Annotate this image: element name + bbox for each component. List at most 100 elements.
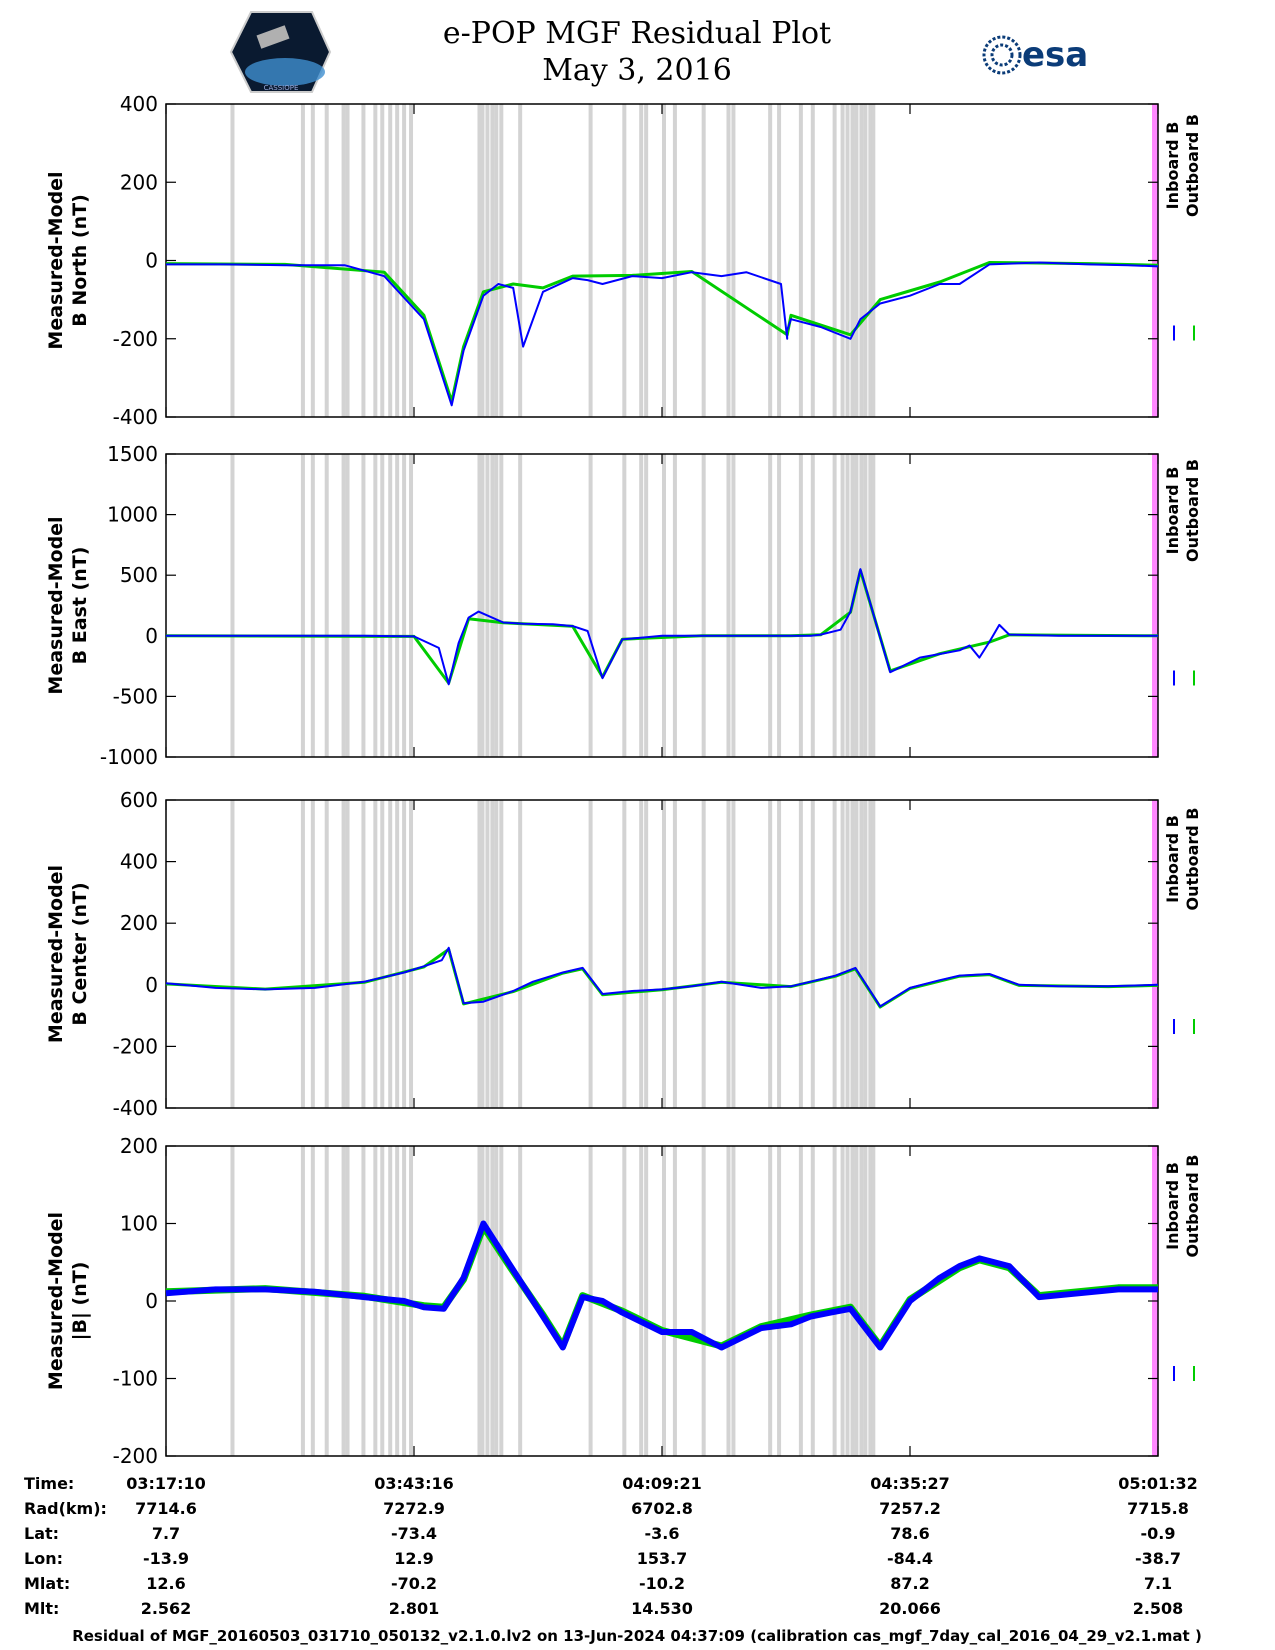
y-tick-label: 600 (120, 788, 158, 812)
cassiope-logo: CASSIOPE (229, 11, 332, 93)
data-gap-band (409, 454, 414, 757)
data-gap-band (409, 104, 414, 417)
data-gap-band (622, 104, 627, 417)
data-gap-band (859, 800, 864, 1108)
data-gap-band (324, 1146, 329, 1456)
data-gap-band (477, 1146, 482, 1456)
data-gap-band (494, 454, 499, 757)
legend-inboard-label: Inboard B (1163, 467, 1182, 555)
data-gap-band (832, 1146, 837, 1456)
data-gap-band (324, 800, 329, 1108)
data-gap-band (854, 800, 859, 1108)
data-gap-band (777, 454, 782, 757)
data-gap-band (644, 1146, 649, 1456)
data-gap-band (850, 104, 855, 417)
data-gap-band (480, 454, 485, 757)
y-tick-label: -400 (113, 405, 158, 429)
table-cell: 6702.8 (631, 1499, 693, 1518)
data-gap-band (341, 104, 346, 417)
data-gap-band (230, 800, 235, 1108)
data-gap-band (485, 454, 490, 757)
data-gap-band (499, 800, 504, 1108)
data-gap-band (731, 1146, 736, 1456)
data-gap-band (731, 104, 736, 417)
data-gap-band (863, 454, 868, 757)
data-gap-band (854, 104, 859, 417)
data-gap-band (845, 454, 850, 757)
data-gap-band (499, 454, 504, 757)
data-gap-band (477, 454, 482, 757)
table-cell: 03:43:16 (374, 1474, 454, 1493)
title-line-2: May 3, 2016 (542, 53, 732, 88)
data-gap-band (480, 1146, 485, 1456)
data-gap-band (622, 800, 627, 1108)
edge-band (1152, 800, 1158, 1108)
data-gap-band (588, 104, 593, 417)
data-gap-band (361, 800, 366, 1108)
table-cell: 03:17:10 (126, 1474, 206, 1493)
table-cell: -3.6 (645, 1524, 680, 1543)
data-gap-band (662, 454, 666, 757)
data-gap-band (863, 1146, 868, 1456)
series-inboard-line (166, 261, 1159, 407)
data-gap-band (494, 1146, 499, 1456)
data-gap-band (810, 1146, 815, 1456)
table-row-label: Rad(km): (24, 1499, 107, 1518)
data-gap-band (341, 800, 346, 1108)
table-row-label: Time: (24, 1474, 74, 1493)
data-gap-band (388, 454, 393, 757)
data-gap-band (345, 800, 350, 1108)
data-gap-band (701, 104, 706, 417)
data-gap-band (859, 104, 864, 417)
y-axis-label: Measured-Model B East (nT) (45, 516, 91, 694)
data-gap-band (798, 104, 803, 417)
data-gap-band (850, 1146, 855, 1456)
data-gap-band (622, 1146, 627, 1456)
data-gap-band (230, 104, 235, 417)
data-gap-band (361, 454, 366, 757)
data-gap-band (672, 104, 677, 417)
data-gap-band (490, 1146, 495, 1456)
y-tick-label: -400 (113, 1096, 158, 1120)
legend-inboard-label: Inboard B (1163, 122, 1182, 210)
data-gap-band (409, 800, 414, 1108)
table-cell: 14.530 (631, 1599, 693, 1618)
data-gap-band (518, 800, 523, 1108)
table-cell: -0.9 (1141, 1524, 1176, 1543)
y-tick-label: -1000 (100, 745, 158, 769)
data-gap-band (480, 800, 485, 1108)
y-tick-label: -500 (113, 684, 158, 708)
data-gap-band (777, 104, 782, 417)
table-cell: 2.562 (141, 1599, 192, 1618)
data-gap-band (588, 454, 593, 757)
y-axis-label: Measured-Model |B| (nT) (45, 1212, 91, 1390)
data-gap-band (380, 454, 385, 757)
data-gap-band (373, 454, 378, 757)
y-tick-label: 100 (120, 1212, 158, 1236)
data-gap-band (672, 1146, 677, 1456)
data-gap-band (859, 1146, 864, 1456)
y-axis-label: Measured-Model B North (nT) (45, 171, 91, 349)
table-cell: -84.4 (887, 1549, 933, 1568)
data-gap-band (300, 1146, 305, 1456)
y-tick-label: 1500 (107, 442, 158, 466)
table-cell: 78.6 (890, 1524, 929, 1543)
data-gap-band (310, 104, 315, 417)
data-gap-band (798, 800, 803, 1108)
data-gap-band (854, 454, 859, 757)
table-cell: 7.7 (152, 1524, 180, 1543)
table-cell: -10.2 (639, 1574, 685, 1593)
data-gap-band (373, 800, 378, 1108)
table-cell: 20.066 (879, 1599, 941, 1618)
data-gap-band (490, 454, 495, 757)
data-gap-band (868, 800, 873, 1108)
data-gap-band (832, 800, 837, 1108)
data-gap-band (840, 800, 845, 1108)
data-gap-band (639, 454, 644, 757)
legend-outboard-label: Outboard B (1183, 114, 1202, 217)
series-outboard-line (165, 261, 1159, 403)
y-axis-label: Measured-Model B Center (nT) (45, 865, 91, 1043)
legend-inboard-label: Inboard B (1163, 1162, 1182, 1250)
data-gap-band (477, 800, 482, 1108)
